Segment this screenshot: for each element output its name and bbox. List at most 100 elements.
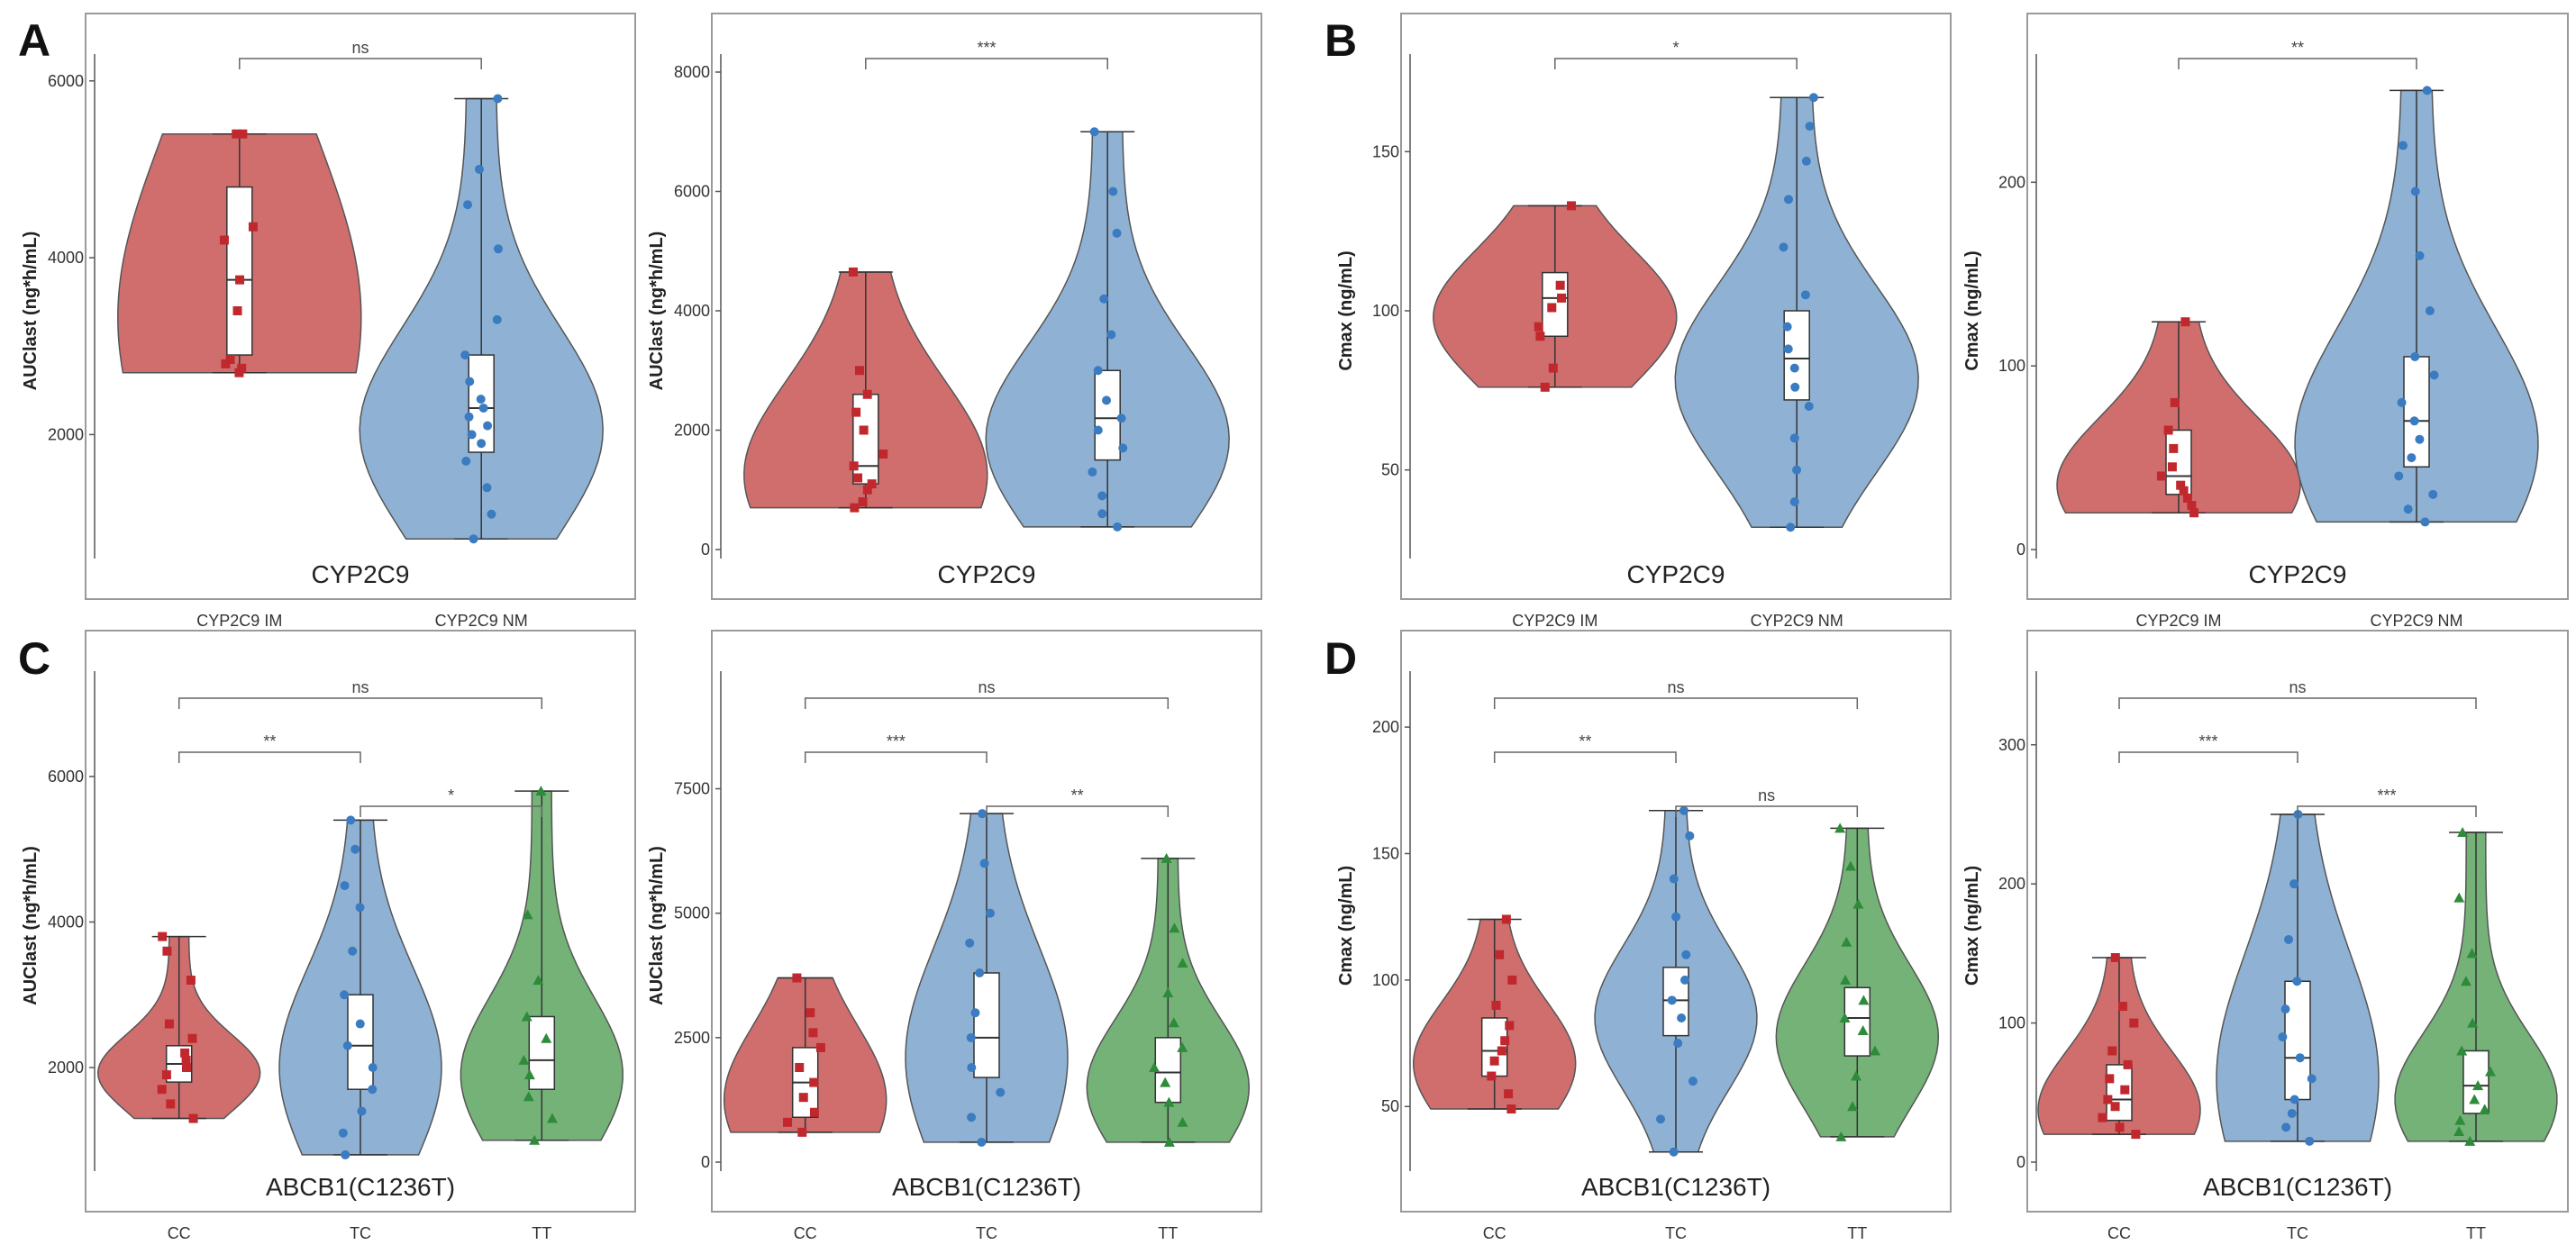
data-point	[858, 497, 868, 506]
data-point	[2176, 480, 2186, 490]
data-point	[795, 1063, 805, 1072]
y-tick-label: 150	[1372, 844, 1399, 862]
data-point	[2167, 462, 2177, 472]
data-point	[1489, 1056, 1499, 1066]
data-point	[1669, 1147, 1679, 1157]
data-point	[461, 456, 471, 466]
data-point	[1177, 1041, 1188, 1052]
chart-2: 0 2000 4000 6000 8000 AUClast (ng*h/mL) CYP2C9…	[647, 13, 1262, 600]
data-point	[467, 430, 477, 440]
data-point	[1779, 242, 1789, 252]
significance-bracket	[865, 58, 1108, 69]
significance-bracket	[2297, 805, 2477, 817]
data-point	[188, 1113, 198, 1123]
data-point	[1841, 936, 1852, 947]
panel-letter-a: A	[18, 15, 50, 66]
data-point	[1673, 1039, 1683, 1049]
data-point	[878, 450, 888, 459]
data-point	[1501, 914, 1511, 924]
x-tick-label: TC	[976, 1224, 997, 1242]
data-point	[1506, 1104, 1516, 1114]
data-point	[977, 1137, 987, 1147]
data-point	[1808, 93, 1818, 103]
y-tick-label: 0	[2016, 1153, 2025, 1171]
data-point	[2429, 370, 2439, 380]
y-tick-label: 2000	[674, 422, 710, 440]
x-axis-title: CYP2C9	[2249, 560, 2347, 588]
data-point	[348, 946, 358, 956]
data-point	[522, 909, 533, 920]
data-point	[1099, 294, 1109, 304]
data-point	[2295, 1053, 2305, 1063]
data-point	[487, 509, 496, 519]
y-tick-label: 4000	[674, 302, 710, 320]
y-axis-label: AUClast (ng*h/mL)	[21, 846, 41, 1005]
data-point	[523, 1069, 535, 1080]
data-point	[2409, 416, 2419, 426]
data-point	[1679, 805, 1689, 815]
y-axis-label: Cmax (ng/mL)	[1962, 866, 1982, 986]
significance-label: **	[2291, 39, 2304, 57]
data-point	[2460, 976, 2471, 986]
significance-bracket	[2178, 58, 2417, 69]
y-tick-label: 300	[1998, 736, 2025, 754]
data-point	[2280, 1004, 2290, 1014]
x-tick-label: TT	[1847, 1224, 1867, 1242]
y-tick-label: 100	[1372, 971, 1399, 989]
y-axis-label: AUClast (ng*h/mL)	[647, 846, 667, 1005]
data-point	[342, 1041, 352, 1050]
data-point	[978, 809, 988, 819]
significance-bracket	[804, 751, 988, 763]
x-tick-label: CC	[2107, 1224, 2131, 1242]
box	[973, 972, 1000, 1078]
data-point	[2278, 1032, 2288, 1042]
data-point	[2428, 489, 2438, 499]
data-point	[851, 407, 861, 417]
data-point	[219, 235, 229, 245]
y-tick-label: 50	[1381, 461, 1399, 479]
box	[2284, 980, 2311, 1101]
y-tick-label: 150	[1372, 142, 1399, 160]
y-axis-label: Cmax (ng/mL)	[1336, 866, 1356, 986]
data-point	[2103, 1095, 2113, 1104]
x-tick-label: CYP2C9 NM	[1751, 612, 1843, 630]
data-point	[1163, 1136, 1175, 1147]
data-point	[2170, 397, 2180, 407]
x-tick-label: CC	[168, 1224, 191, 1242]
data-point	[1671, 912, 1681, 922]
x-tick-label: CYP2C9 NM	[435, 612, 528, 630]
data-point	[2120, 1085, 2130, 1095]
data-point	[1839, 1012, 1851, 1022]
significance-bracket	[177, 751, 361, 763]
y-tick-label: 200	[1372, 718, 1399, 736]
y-axis-label: AUClast (ng*h/mL)	[647, 232, 667, 391]
data-point	[848, 267, 858, 277]
box	[347, 994, 374, 1090]
y-tick-label: 100	[1372, 302, 1399, 320]
data-point	[340, 881, 350, 891]
data-point	[1168, 1017, 1179, 1028]
data-point	[460, 350, 470, 360]
y-tick-label: 7500	[674, 780, 710, 798]
y-tick-label: 8000	[674, 63, 710, 81]
data-point	[186, 976, 196, 986]
data-point	[1804, 402, 1814, 411]
data-point	[1685, 831, 1695, 841]
data-point	[521, 1011, 532, 1022]
data-point	[1869, 1045, 1880, 1056]
data-point	[368, 1085, 378, 1095]
data-point	[465, 377, 475, 386]
data-point	[1102, 395, 1112, 405]
data-point	[1097, 491, 1107, 501]
data-point	[1792, 465, 1802, 475]
data-point	[1783, 344, 1793, 354]
data-point	[232, 129, 241, 139]
x-axis-title: ABCB1(C1236T)	[1581, 1173, 1770, 1201]
data-point	[469, 534, 478, 544]
data-point	[967, 1063, 977, 1072]
data-point	[1557, 293, 1567, 303]
y-axis-label: Cmax (ng/mL)	[1962, 250, 1982, 370]
y-tick-label: 200	[1998, 173, 2025, 191]
data-point	[1108, 186, 1118, 196]
x-axis-title: CYP2C9	[312, 560, 410, 588]
